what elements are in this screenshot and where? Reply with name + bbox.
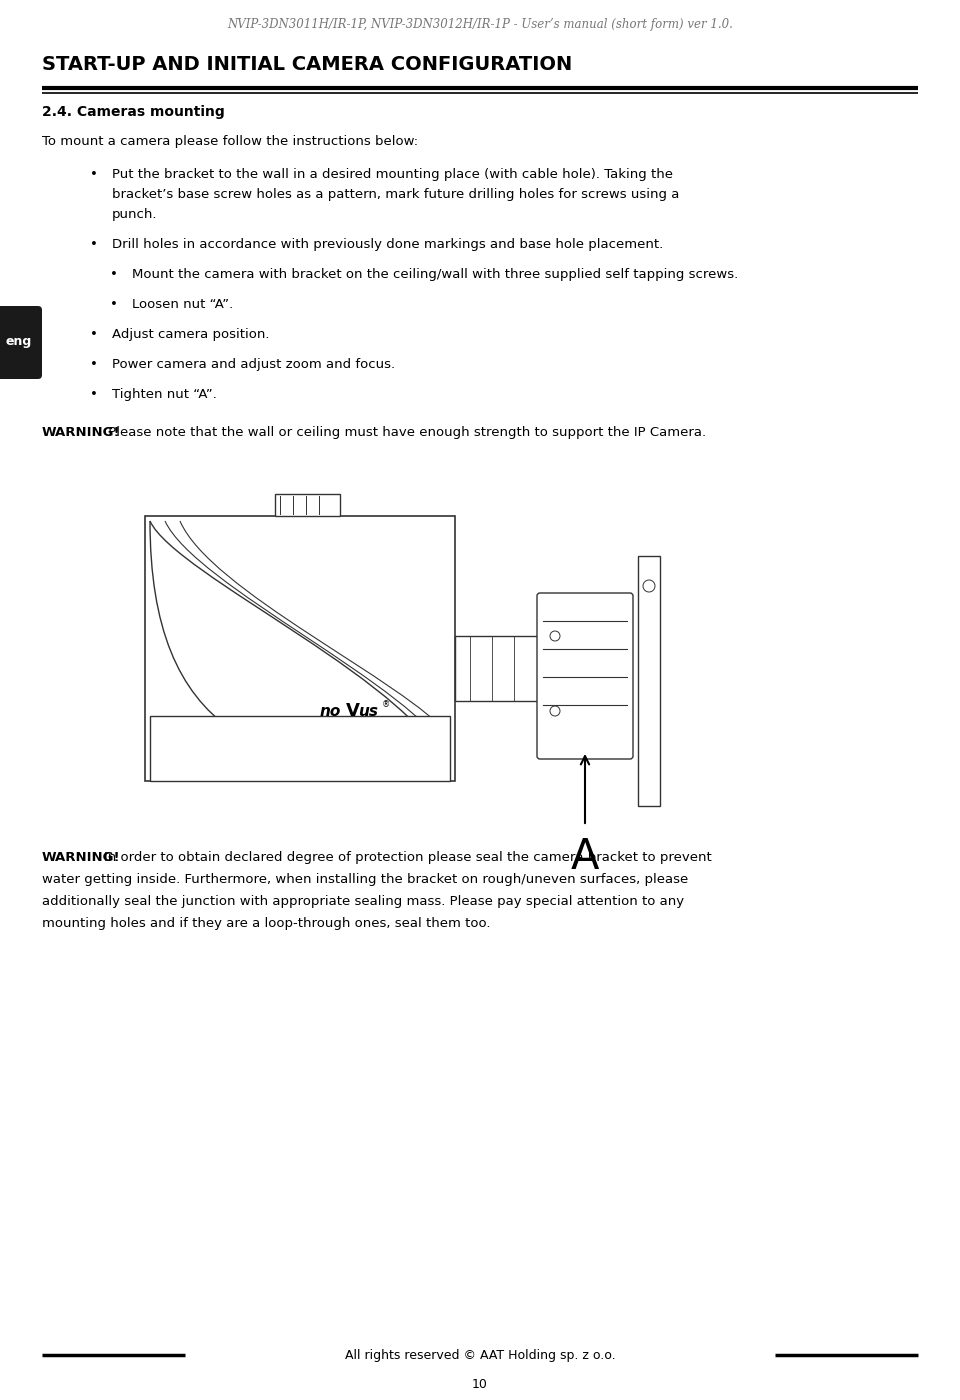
Text: NVIP-3DN3011H/IR-1P, NVIP-3DN3012H/IR-1P - User’s manual (short form) ver 1.0.: NVIP-3DN3011H/IR-1P, NVIP-3DN3012H/IR-1P… [228, 18, 732, 31]
Text: •: • [90, 328, 98, 342]
Text: Power camera and adjust zoom and focus.: Power camera and adjust zoom and focus. [112, 358, 396, 371]
Text: WARNING!: WARNING! [42, 851, 121, 864]
Text: additionally seal the junction with appropriate sealing mass. Please pay special: additionally seal the junction with appr… [42, 895, 684, 909]
FancyBboxPatch shape [537, 594, 633, 759]
Text: Put the bracket to the wall in a desired mounting place (with cable hole). Takin: Put the bracket to the wall in a desired… [112, 168, 673, 181]
Text: V: V [346, 701, 360, 720]
Circle shape [550, 631, 560, 641]
Text: WARNING!: WARNING! [42, 426, 121, 440]
Bar [638, 556, 660, 806]
Text: •: • [90, 238, 98, 251]
Circle shape [550, 706, 560, 715]
Bar [275, 494, 340, 517]
Bar [150, 715, 450, 781]
Text: Drill holes in accordance with previously done markings and base hole placement.: Drill holes in accordance with previousl… [112, 238, 663, 251]
Text: punch.: punch. [112, 209, 157, 221]
Bar [145, 517, 455, 781]
Text: Please note that the wall or ceiling must have enough strength to support the IP: Please note that the wall or ceiling mus… [104, 426, 707, 440]
Text: Tighten nut “A”.: Tighten nut “A”. [112, 388, 217, 400]
Text: •: • [110, 267, 118, 281]
Text: 10: 10 [472, 1379, 488, 1392]
Text: ®: ® [382, 700, 391, 710]
Bar [455, 636, 540, 701]
Text: A: A [571, 836, 599, 878]
Text: bracket’s base screw holes as a pattern, mark future drilling holes for screws u: bracket’s base screw holes as a pattern,… [112, 188, 680, 202]
Text: mounting holes and if they are a loop-through ones, seal them too.: mounting holes and if they are a loop-th… [42, 917, 491, 930]
Text: 2.4. Cameras mounting: 2.4. Cameras mounting [42, 105, 225, 119]
Text: Loosen nut “A”.: Loosen nut “A”. [132, 298, 233, 311]
Text: water getting inside. Furthermore, when installing the bracket on rough/uneven s: water getting inside. Furthermore, when … [42, 874, 688, 886]
Circle shape [643, 580, 655, 592]
Text: In order to obtain declared degree of protection please seal the camera bracket : In order to obtain declared degree of pr… [104, 851, 711, 864]
Text: no: no [320, 703, 342, 718]
Text: us: us [358, 703, 378, 718]
Text: •: • [110, 298, 118, 311]
Text: Mount the camera with bracket on the ceiling/wall with three supplied self tappi: Mount the camera with bracket on the cei… [132, 267, 738, 281]
Text: START-UP AND INITIAL CAMERA CONFIGURATION: START-UP AND INITIAL CAMERA CONFIGURATIO… [42, 55, 572, 74]
Text: All rights reserved © AAT Holding sp. z o.o.: All rights reserved © AAT Holding sp. z … [345, 1348, 615, 1361]
Text: •: • [90, 388, 98, 400]
Text: •: • [90, 168, 98, 181]
Text: •: • [90, 358, 98, 371]
Text: Adjust camera position.: Adjust camera position. [112, 328, 270, 342]
Text: To mount a camera please follow the instructions below:: To mount a camera please follow the inst… [42, 134, 419, 148]
FancyBboxPatch shape [0, 307, 42, 379]
Text: eng: eng [6, 336, 32, 349]
